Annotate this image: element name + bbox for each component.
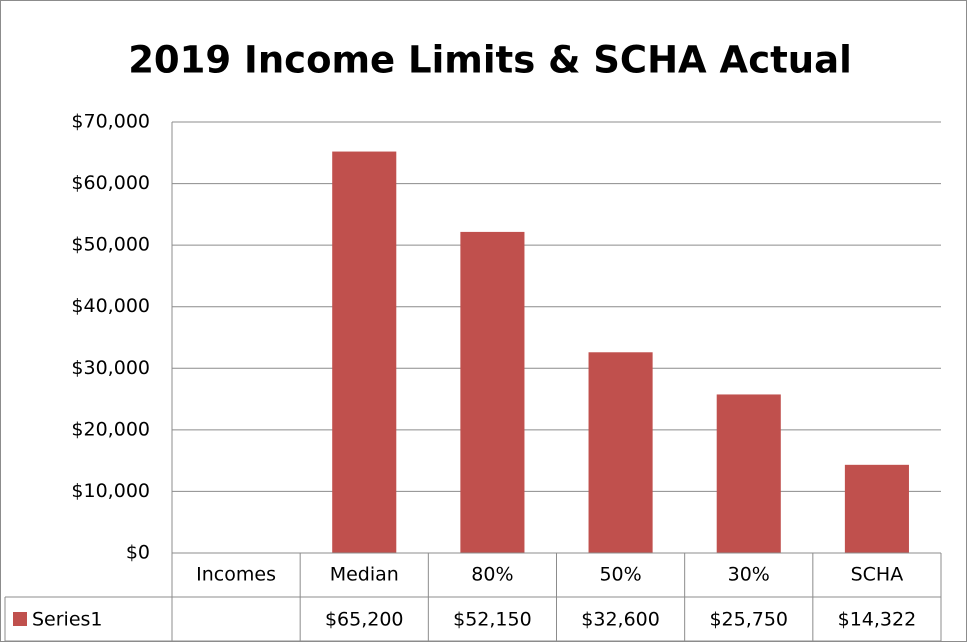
legend-label: Series1: [32, 609, 103, 631]
bar: [716, 394, 781, 553]
legend-swatch: [13, 612, 27, 626]
x-tick-label: Median: [330, 564, 399, 586]
y-tick-label: $20,000: [71, 418, 150, 440]
bar: [588, 352, 653, 553]
y-tick-label: $60,000: [71, 172, 150, 194]
data-table-value: $32,600: [581, 609, 660, 631]
data-table-value: $52,150: [453, 609, 532, 631]
y-tick-label: $40,000: [71, 295, 150, 317]
bar: [460, 231, 525, 553]
x-tick-label: 30%: [728, 564, 770, 586]
x-tick-label: Incomes: [196, 564, 276, 586]
data-table-value: $25,750: [709, 609, 788, 631]
data-table-value: $65,200: [325, 609, 404, 631]
y-tick-label: $70,000: [71, 111, 150, 133]
y-tick-label: $10,000: [71, 480, 150, 502]
data-table-value: $14,322: [838, 609, 917, 631]
y-tick-label: $0: [126, 542, 150, 564]
chart-title: 2019 Income Limits & SCHA Actual: [128, 39, 852, 82]
y-tick-label: $50,000: [71, 234, 150, 256]
bar: [332, 151, 397, 553]
x-tick-label: SCHA: [851, 564, 904, 586]
x-tick-label: 80%: [471, 564, 513, 586]
bar: [844, 464, 909, 553]
x-tick-label: 50%: [599, 564, 641, 586]
y-tick-label: $30,000: [71, 357, 150, 379]
